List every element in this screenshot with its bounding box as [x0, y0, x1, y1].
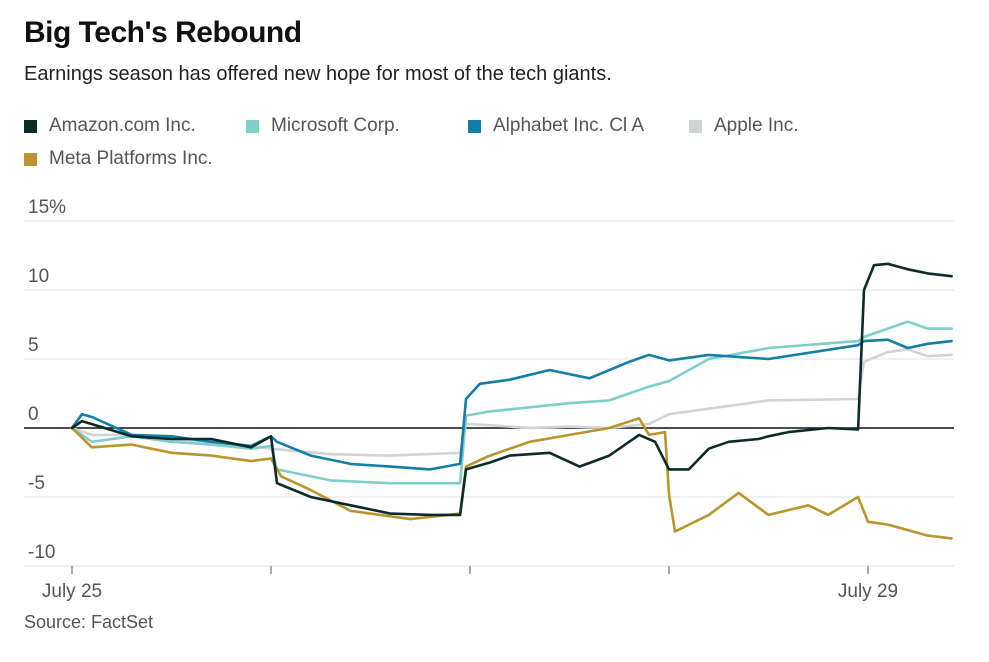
legend-swatch-alphabet	[468, 119, 481, 133]
x-tick-label: July 29	[838, 581, 898, 602]
legend-label-meta: Meta Platforms Inc.	[49, 148, 213, 169]
y-tick-label: 10	[28, 266, 49, 287]
legend-swatch-meta	[24, 152, 37, 166]
chart-subtitle: Earnings season has offered new hope for…	[24, 63, 612, 85]
legend-label-alphabet: Alphabet Inc. Cl A	[493, 115, 645, 136]
series-line-alphabet-inc-cl-a	[70, 338, 953, 471]
y-tick-label: 15%	[28, 197, 66, 218]
y-tick-label: 0	[28, 404, 39, 425]
legend-label-apple: Apple Inc.	[714, 115, 799, 136]
y-tick-label: -10	[28, 542, 55, 563]
legend-swatch-amazon	[24, 119, 37, 133]
legend-item-apple: Apple Inc.	[689, 115, 799, 137]
legend-item-alphabet: Alphabet Inc. Cl A	[468, 115, 644, 137]
legend-item-amazon: Amazon.com Inc.	[24, 115, 196, 137]
x-tick-label: July 25	[42, 581, 102, 602]
chart-title: Big Tech's Rebound	[24, 16, 302, 49]
series-line-microsoft-corp	[70, 320, 953, 485]
series-line-apple-inc	[70, 347, 953, 457]
legend-label-microsoft: Microsoft Corp.	[271, 115, 400, 136]
legend-label-amazon: Amazon.com Inc.	[49, 115, 196, 136]
source-note: Source: FactSet	[24, 612, 154, 632]
series-line-amazon-com-inc	[70, 262, 953, 517]
legend-item-meta: Meta Platforms Inc.	[24, 148, 213, 170]
y-tick-label: 5	[28, 335, 39, 356]
legend-item-microsoft: Microsoft Corp.	[246, 115, 400, 137]
y-tick-label: -5	[28, 473, 45, 494]
legend-swatch-apple	[689, 119, 702, 133]
series-line-meta-platforms-inc	[70, 416, 953, 540]
legend-swatch-microsoft	[246, 119, 259, 133]
